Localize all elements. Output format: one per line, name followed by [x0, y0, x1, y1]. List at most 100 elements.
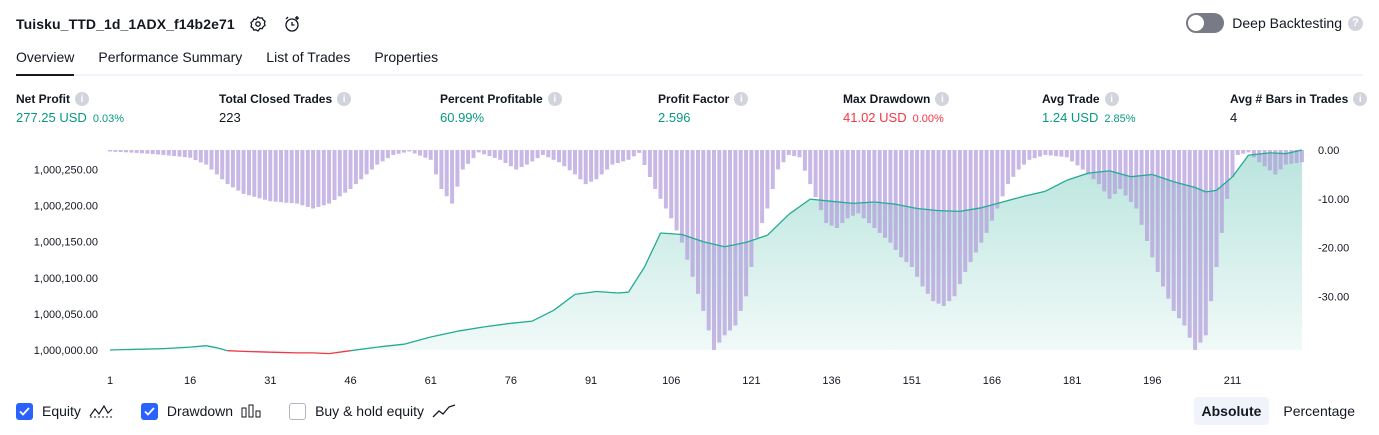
help-icon[interactable]: ? [1348, 15, 1363, 31]
drawdown-bar [925, 150, 930, 294]
settings-gear-icon[interactable] [247, 13, 269, 35]
legend-label: Equity [42, 403, 81, 419]
tab-overview[interactable]: Overview [16, 46, 75, 76]
drawdown-bar [1139, 150, 1144, 225]
drawdown-bar [1134, 150, 1139, 209]
absolute-button[interactable]: Absolute [1193, 397, 1270, 425]
drawdown-bars [108, 150, 1304, 350]
equity-line-segment [313, 352, 330, 355]
info-icon[interactable]: i [547, 92, 562, 106]
info-icon[interactable]: i [1104, 92, 1119, 106]
drawdown-bar [407, 150, 412, 152]
drawdown-bar [129, 150, 134, 153]
equity-line-segment [895, 203, 918, 210]
tab-list-of-trades[interactable]: List of Trades [266, 49, 351, 65]
drawdown-bar [332, 150, 337, 200]
legend-label: Drawdown [166, 403, 234, 419]
drawdown-bar [984, 150, 989, 233]
x-tick-label: 91 [585, 375, 597, 387]
drawdown-bar [957, 150, 962, 285]
drawdown-bar [546, 150, 551, 158]
drawdown-bar [161, 150, 166, 155]
drawdown-bar [583, 150, 588, 185]
drawdown-bar [396, 150, 401, 154]
equity-line-segment [981, 201, 1003, 209]
drawdown-bar [1000, 150, 1005, 197]
drawdown-bar [150, 150, 155, 155]
drawdown-bar [968, 150, 973, 263]
metric-avg-trade: Avg Trade i 1.24 USD 2.85% [1042, 92, 1136, 125]
y-right-tick-label: -20.00 [1318, 243, 1349, 255]
drawdown-bar [273, 150, 278, 202]
metric-total-closed-trades: Total Closed Trades i 223 [219, 92, 352, 125]
drawdown-bar [1102, 150, 1107, 192]
percentage-button[interactable]: Percentage [1283, 403, 1355, 419]
y-right-tick-label: -10.00 [1318, 194, 1349, 206]
drawdown-bar [466, 150, 471, 164]
x-tick-label: 76 [505, 375, 517, 387]
equity-line-segment [190, 345, 207, 348]
tab-properties[interactable]: Properties [374, 49, 439, 65]
drawdown-bar [156, 150, 161, 155]
equity-line-segment [1248, 152, 1270, 156]
equity-checkbox[interactable] [16, 402, 33, 420]
x-tick-label: 106 [662, 375, 680, 387]
info-icon[interactable]: i [75, 92, 89, 106]
legend-buy-hold[interactable]: Buy & hold equity [289, 402, 456, 420]
drawdown-bar [941, 150, 946, 306]
drawdown-bar [348, 150, 353, 189]
info-icon[interactable]: i [935, 92, 950, 106]
drawdown-bar [295, 150, 300, 204]
drawdown-bar [1107, 150, 1112, 199]
deep-backtesting-toggle[interactable] [1186, 13, 1225, 33]
drawdown-bar [108, 150, 112, 152]
drawdown-bar [423, 150, 428, 158]
drawdown-bar [439, 150, 444, 189]
info-icon[interactable]: i [734, 92, 749, 106]
equity-line-segment [1109, 170, 1132, 178]
x-tick-label: 61 [425, 375, 437, 387]
add-alert-icon[interactable] [281, 13, 303, 35]
drawdown-bar [1187, 150, 1192, 338]
equity-drawdown-chart[interactable]: 1,000,000.00 1,000,050.00 1,000,100.00 1,00… [0, 140, 1379, 390]
metric-value: 60.99% [440, 110, 485, 125]
x-tick-label: 196 [1143, 375, 1161, 387]
drawdown-bar [209, 150, 214, 170]
drawdown-bar [482, 150, 487, 155]
y-right-tick-label: -30.00 [1318, 291, 1349, 303]
buy-hold-icon [432, 404, 456, 418]
drawdown-bar [765, 150, 770, 209]
legend-drawdown[interactable]: Drawdown [140, 402, 261, 420]
metric-label: Avg # Bars in Trades [1230, 92, 1349, 106]
buy-hold-checkbox[interactable] [289, 402, 307, 420]
drawdown-bar [1118, 150, 1123, 189]
drawdown-bar [1289, 150, 1294, 164]
equity-line-segment [959, 207, 982, 213]
drawdown-bar [1294, 150, 1299, 163]
equity-line-segment [377, 343, 405, 348]
drawdown-bar [327, 150, 332, 204]
drawdown-bar [380, 150, 385, 162]
drawdown-bar [508, 150, 513, 167]
x-tick-label: 181 [1063, 375, 1081, 387]
drawdown-bar [626, 150, 631, 160]
equity-line-segment [1194, 186, 1207, 193]
drawdown-bar [973, 150, 978, 253]
drawdown-bar [391, 150, 396, 155]
x-tick-label: 31 [264, 375, 276, 387]
drawdown-bar [1048, 150, 1053, 156]
equity-line-segment [553, 293, 576, 311]
info-icon[interactable]: i [337, 92, 352, 106]
metric-percent: 0.00% [912, 113, 944, 125]
equity-line-segment [430, 330, 458, 338]
strategy-tabs: Overview Performance Summary List of Tra… [16, 46, 1363, 76]
x-tick-label: 211 [1224, 375, 1242, 387]
drawdown-bar [1080, 150, 1085, 170]
legend-equity[interactable]: Equity [16, 402, 113, 420]
info-icon[interactable]: i [1353, 92, 1368, 106]
drawdown-bar [1064, 150, 1069, 158]
drawdown-checkbox[interactable] [140, 402, 158, 420]
tab-performance-summary[interactable]: Performance Summary [98, 49, 243, 65]
drawdown-bar [337, 150, 342, 197]
drawdown-bar [995, 150, 1000, 209]
